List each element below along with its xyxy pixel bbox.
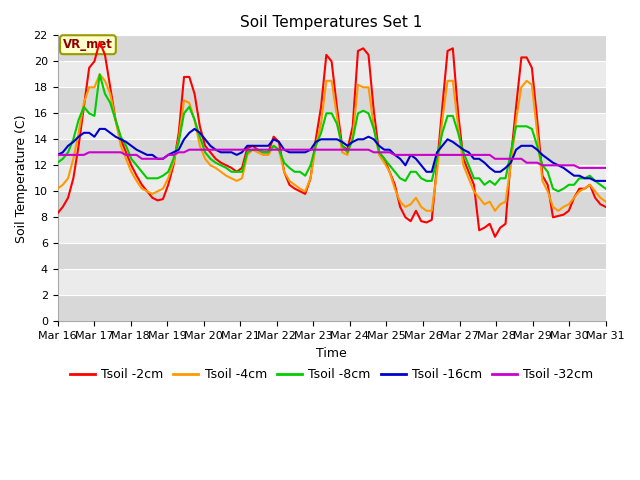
Bar [58,61,605,87]
X-axis label: Time: Time [316,347,347,360]
Y-axis label: Soil Temperature (C): Soil Temperature (C) [15,114,28,242]
Bar [58,36,605,61]
Bar [58,87,605,113]
Title: Soil Temperatures Set 1: Soil Temperatures Set 1 [241,15,423,30]
Bar [58,165,605,192]
Bar [58,243,605,269]
Bar [58,113,605,139]
Bar [58,217,605,243]
Text: VR_met: VR_met [63,38,113,51]
Bar [58,139,605,165]
Bar [58,269,605,295]
Legend: Tsoil -2cm, Tsoil -4cm, Tsoil -8cm, Tsoil -16cm, Tsoil -32cm: Tsoil -2cm, Tsoil -4cm, Tsoil -8cm, Tsoi… [65,363,598,386]
Bar [58,295,605,321]
Bar [58,192,605,217]
